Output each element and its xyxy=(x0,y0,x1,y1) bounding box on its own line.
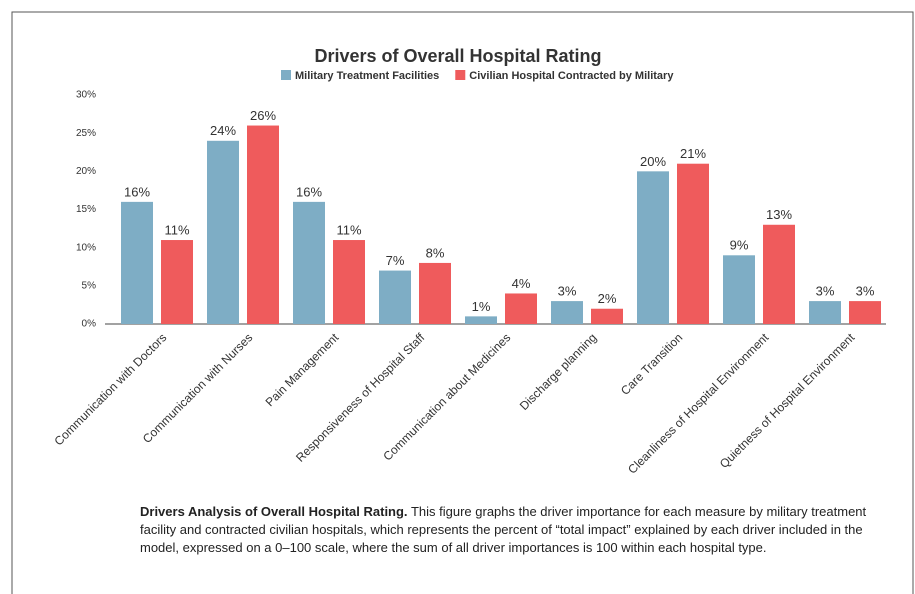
bar xyxy=(637,171,669,324)
bar xyxy=(121,201,153,324)
bar xyxy=(293,201,325,324)
value-label: 26% xyxy=(250,108,276,123)
value-label: 11% xyxy=(336,222,361,237)
value-label: 7% xyxy=(386,253,405,268)
x-tick-label: Pain Management xyxy=(263,330,342,409)
caption-title: Drivers Analysis of Overall Hospital Rat… xyxy=(140,504,408,519)
bar xyxy=(723,255,755,324)
value-label: 2% xyxy=(598,291,617,306)
value-label: 3% xyxy=(816,284,835,299)
legend-label: Civilian Hospital Contracted by Military xyxy=(469,70,674,82)
bar xyxy=(247,125,279,325)
value-label: 13% xyxy=(766,207,792,222)
x-tick-label: Discharge planning xyxy=(517,330,600,413)
value-label: 11% xyxy=(164,222,189,237)
y-tick-label: 20% xyxy=(76,166,96,177)
frame xyxy=(11,11,914,594)
value-label: 20% xyxy=(640,154,666,169)
legend-swatch xyxy=(455,70,466,80)
bar xyxy=(551,301,583,324)
y-tick-label: 5% xyxy=(82,280,97,291)
value-label: 8% xyxy=(426,245,445,260)
y-tick-label: 30% xyxy=(76,90,96,101)
chart-title: Drivers of Overall Hospital Rating xyxy=(314,46,601,66)
bar xyxy=(763,224,795,324)
value-label: 3% xyxy=(856,284,875,299)
bar xyxy=(677,163,709,324)
caption: Drivers Analysis of Overall Hospital Rat… xyxy=(140,503,900,557)
value-label: 3% xyxy=(558,284,577,299)
bar xyxy=(379,270,411,324)
bar xyxy=(333,240,365,324)
legend-swatch xyxy=(281,70,291,80)
bar xyxy=(809,301,841,324)
bar xyxy=(161,240,193,324)
x-tick-label: Quietness of Hospital Environment xyxy=(717,330,858,471)
y-tick-label: 25% xyxy=(76,128,96,139)
value-label: 9% xyxy=(730,238,749,253)
value-label: 4% xyxy=(512,276,531,291)
y-tick-label: 0% xyxy=(82,319,97,330)
bar xyxy=(419,262,451,324)
value-label: 24% xyxy=(210,123,236,138)
x-tick-label: Cleanliness of Hospital Environment xyxy=(625,330,772,477)
bar xyxy=(505,293,537,324)
legend-label: Military Treatment Facilities xyxy=(295,70,439,82)
value-label: 16% xyxy=(124,184,150,199)
value-label: 21% xyxy=(680,146,706,161)
y-tick-label: 15% xyxy=(76,204,96,215)
y-tick-label: 10% xyxy=(76,242,96,253)
value-label: 1% xyxy=(472,299,491,314)
bar xyxy=(591,308,623,324)
value-label: 16% xyxy=(296,184,322,199)
bar xyxy=(465,316,497,324)
bar xyxy=(849,301,881,324)
x-tick-label: Care Transition xyxy=(618,330,685,397)
bar xyxy=(207,140,239,324)
caption-text: This figure graphs the driver importance… xyxy=(140,504,867,555)
